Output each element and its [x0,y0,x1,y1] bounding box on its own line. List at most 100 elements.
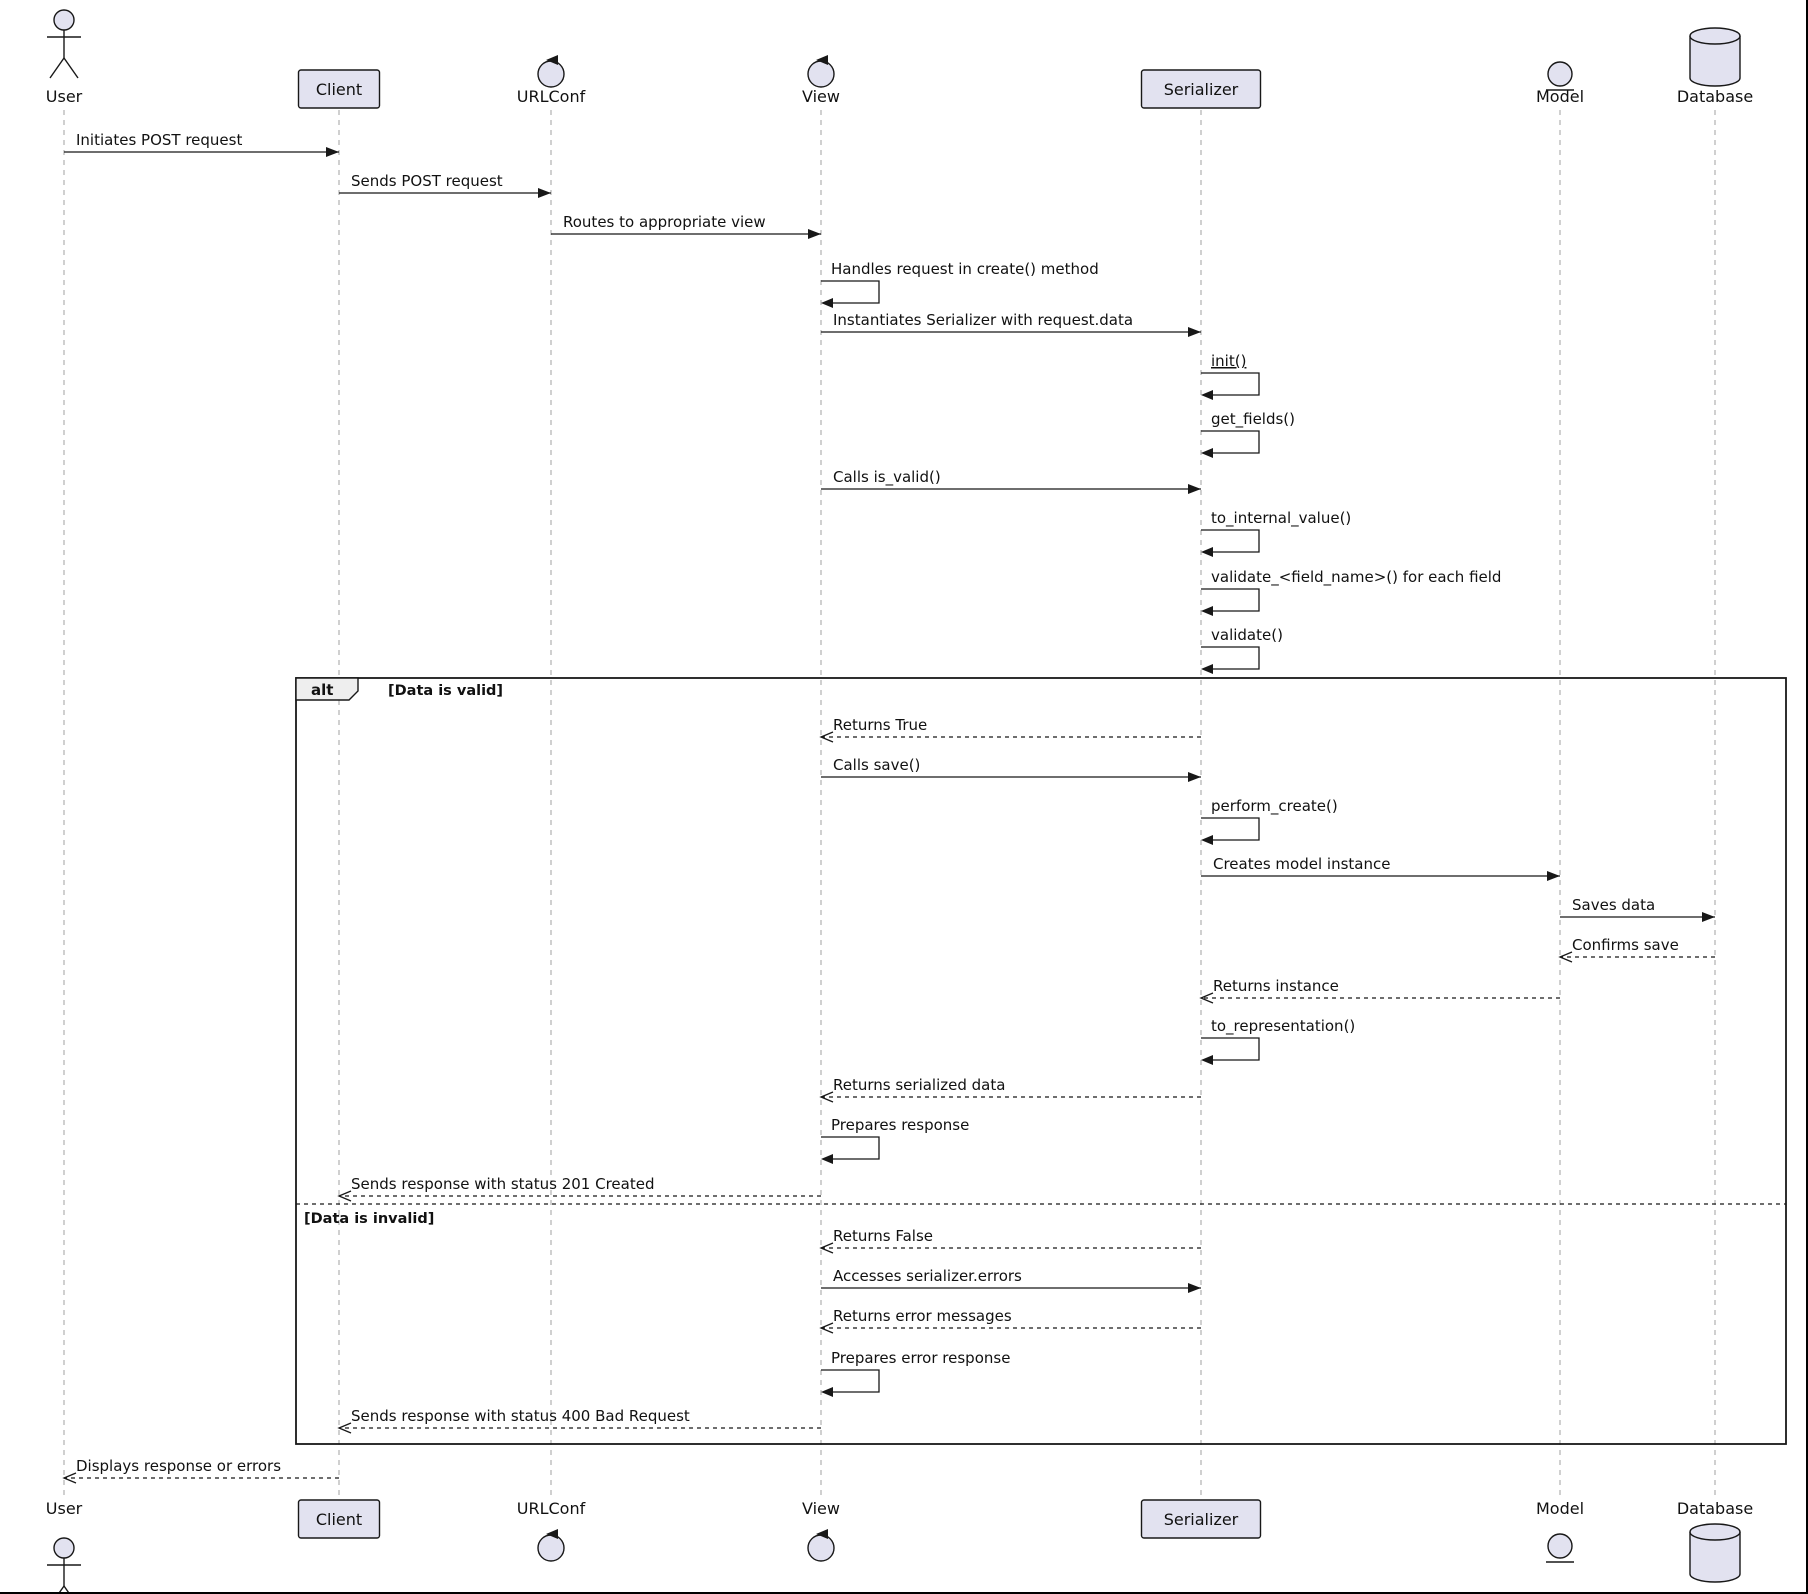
open-arrowhead-icon [337,1422,352,1434]
message-label: to_internal_value() [1211,509,1351,528]
participant-name: View [802,87,840,106]
message-label: Returns False [833,1227,933,1245]
open-arrowhead-icon [819,1322,834,1334]
message-4-handles-request-in-create-method: Handles request in create() method [821,260,1099,308]
arrowhead-icon [1188,327,1201,337]
participant-view-bottom: View [802,1499,840,1562]
arrowhead-icon [538,188,551,198]
message-16-saves-data: Saves data [1560,896,1715,922]
arrowhead-icon [1201,835,1213,845]
message-23-returns-false: Returns False [819,1227,1201,1254]
alt-frame-border [295,677,1787,1445]
participant-user-top: User [46,9,83,106]
participant-user-bottom: User [46,1499,83,1592]
message-label: Accesses serializer.errors [833,1267,1022,1285]
participant-box [297,69,381,109]
participant-name: Model [1536,1499,1584,1518]
control-arrow-icon [546,55,558,65]
database-icon [1689,36,1741,87]
participant-client-top: Client [297,69,381,109]
message-label: Creates model instance [1213,855,1390,873]
arrowhead-icon [1188,484,1201,494]
message-label: Calls save() [833,756,920,774]
alt-frame: alt [Data is valid] [Data is invalid] [295,677,1787,1445]
participant-name: Database [1677,1499,1753,1518]
message-24-accesses-serializer-errors: Accesses serializer.errors [821,1267,1201,1293]
control-icon [807,60,835,88]
message-14-perform-create: perform_create() [1201,797,1338,845]
control-arrow-icon [816,1529,828,1539]
message-label: Sends response with status 201 Created [351,1175,654,1193]
participant-name: Model [1536,87,1584,106]
message-label: Handles request in create() method [831,260,1099,278]
message-5-instantiates-serializer-with-request-data: Instantiates Serializer with request.dat… [821,311,1201,337]
arrowhead-icon [1188,1283,1201,1293]
arrowhead-icon [326,147,339,157]
message-label: Returns error messages [833,1307,1012,1325]
message-label: Displays response or errors [76,1457,281,1475]
participant-database-bottom: Database [1677,1499,1753,1583]
message-13-calls-save: Calls save() [821,756,1201,782]
actor-icon [53,1537,75,1559]
message-label: perform_create() [1211,797,1338,816]
participant-model-top: Model [1536,61,1584,106]
message-label: Returns instance [1213,977,1339,995]
arrowhead-icon [1547,871,1560,881]
arrowhead-icon [1702,912,1715,922]
message-label: Returns serialized data [833,1076,1005,1094]
arrowhead-icon [1201,664,1213,674]
message-label: Routes to appropriate view [563,213,766,231]
message-22-sends-response-with-status-201-created: Sends response with status 201 Created [337,1175,821,1202]
database-icon [1689,1532,1741,1583]
message-label: Sends response with status 400 Bad Reque… [351,1407,690,1425]
message-26-prepares-error-response: Prepares error response [821,1349,1010,1397]
control-arrow-icon [546,1529,558,1539]
participant-name: URLConf [517,1499,586,1518]
message-7-get-fields: get_fields() [1201,410,1295,458]
message-27-sends-response-with-status-400-bad-request: Sends response with status 400 Bad Reque… [337,1407,821,1434]
participant-model-bottom: Model [1536,1499,1584,1563]
alt-condition-valid: [Data is valid] [388,683,503,699]
participant-serializer-bottom: Serializer [1140,1499,1262,1539]
participants: User User Client Client URLConf URLConf View Vi… [46,9,1753,1592]
participant-name: Client [316,80,362,99]
message-label: Calls is_valid() [833,468,941,487]
message-label: get_fields() [1211,410,1295,429]
arrowhead-icon [1201,390,1213,400]
message-label: init() [1211,352,1246,370]
message-11-validate: validate() [1201,626,1283,674]
message-28-displays-response-or-errors: Displays response or errors [62,1457,339,1484]
participant-serializer-top: Serializer [1140,69,1262,109]
message-2-sends-post-request: Sends POST request [339,172,551,198]
message-label: validate_<field_name>() for each field [1211,568,1501,587]
participant-box [297,1499,381,1539]
alt-condition-invalid: [Data is invalid] [304,1211,434,1227]
open-arrowhead-icon [1558,951,1573,963]
participant-name: Client [316,1510,362,1529]
message-9-to-internal-value: to_internal_value() [1201,509,1351,557]
participant-urlconf-top: URLConf [517,55,586,106]
actor-icon [53,9,75,31]
arrowhead-icon [808,229,821,239]
message-19-to-representation: to_representation() [1201,1017,1355,1065]
open-arrowhead-icon [337,1190,352,1202]
message-21-prepares-response: Prepares response [821,1116,969,1164]
message-label: to_representation() [1211,1017,1355,1036]
arrowhead-icon [821,1154,833,1164]
message-10-validate-field-name-for-each-field: validate_<field_name>() for each field [1201,568,1501,616]
message-label: Returns True [833,716,927,734]
message-label: Initiates POST request [76,131,242,149]
message-17-confirms-save: Confirms save [1558,936,1715,963]
arrowhead-icon [1188,772,1201,782]
message-6-init: init() [1201,352,1260,400]
arrowhead-icon [821,1387,833,1397]
message-label: Prepares response [831,1116,969,1134]
arrowhead-icon [1201,1055,1213,1065]
participant-name: Database [1677,87,1753,106]
message-label: Prepares error response [831,1349,1010,1367]
message-1-initiates-post-request: Initiates POST request [64,131,339,157]
messages: Initiates POST request Sends POST request… [62,131,1715,1484]
message-8-calls-is-valid: Calls is_valid() [821,468,1201,494]
